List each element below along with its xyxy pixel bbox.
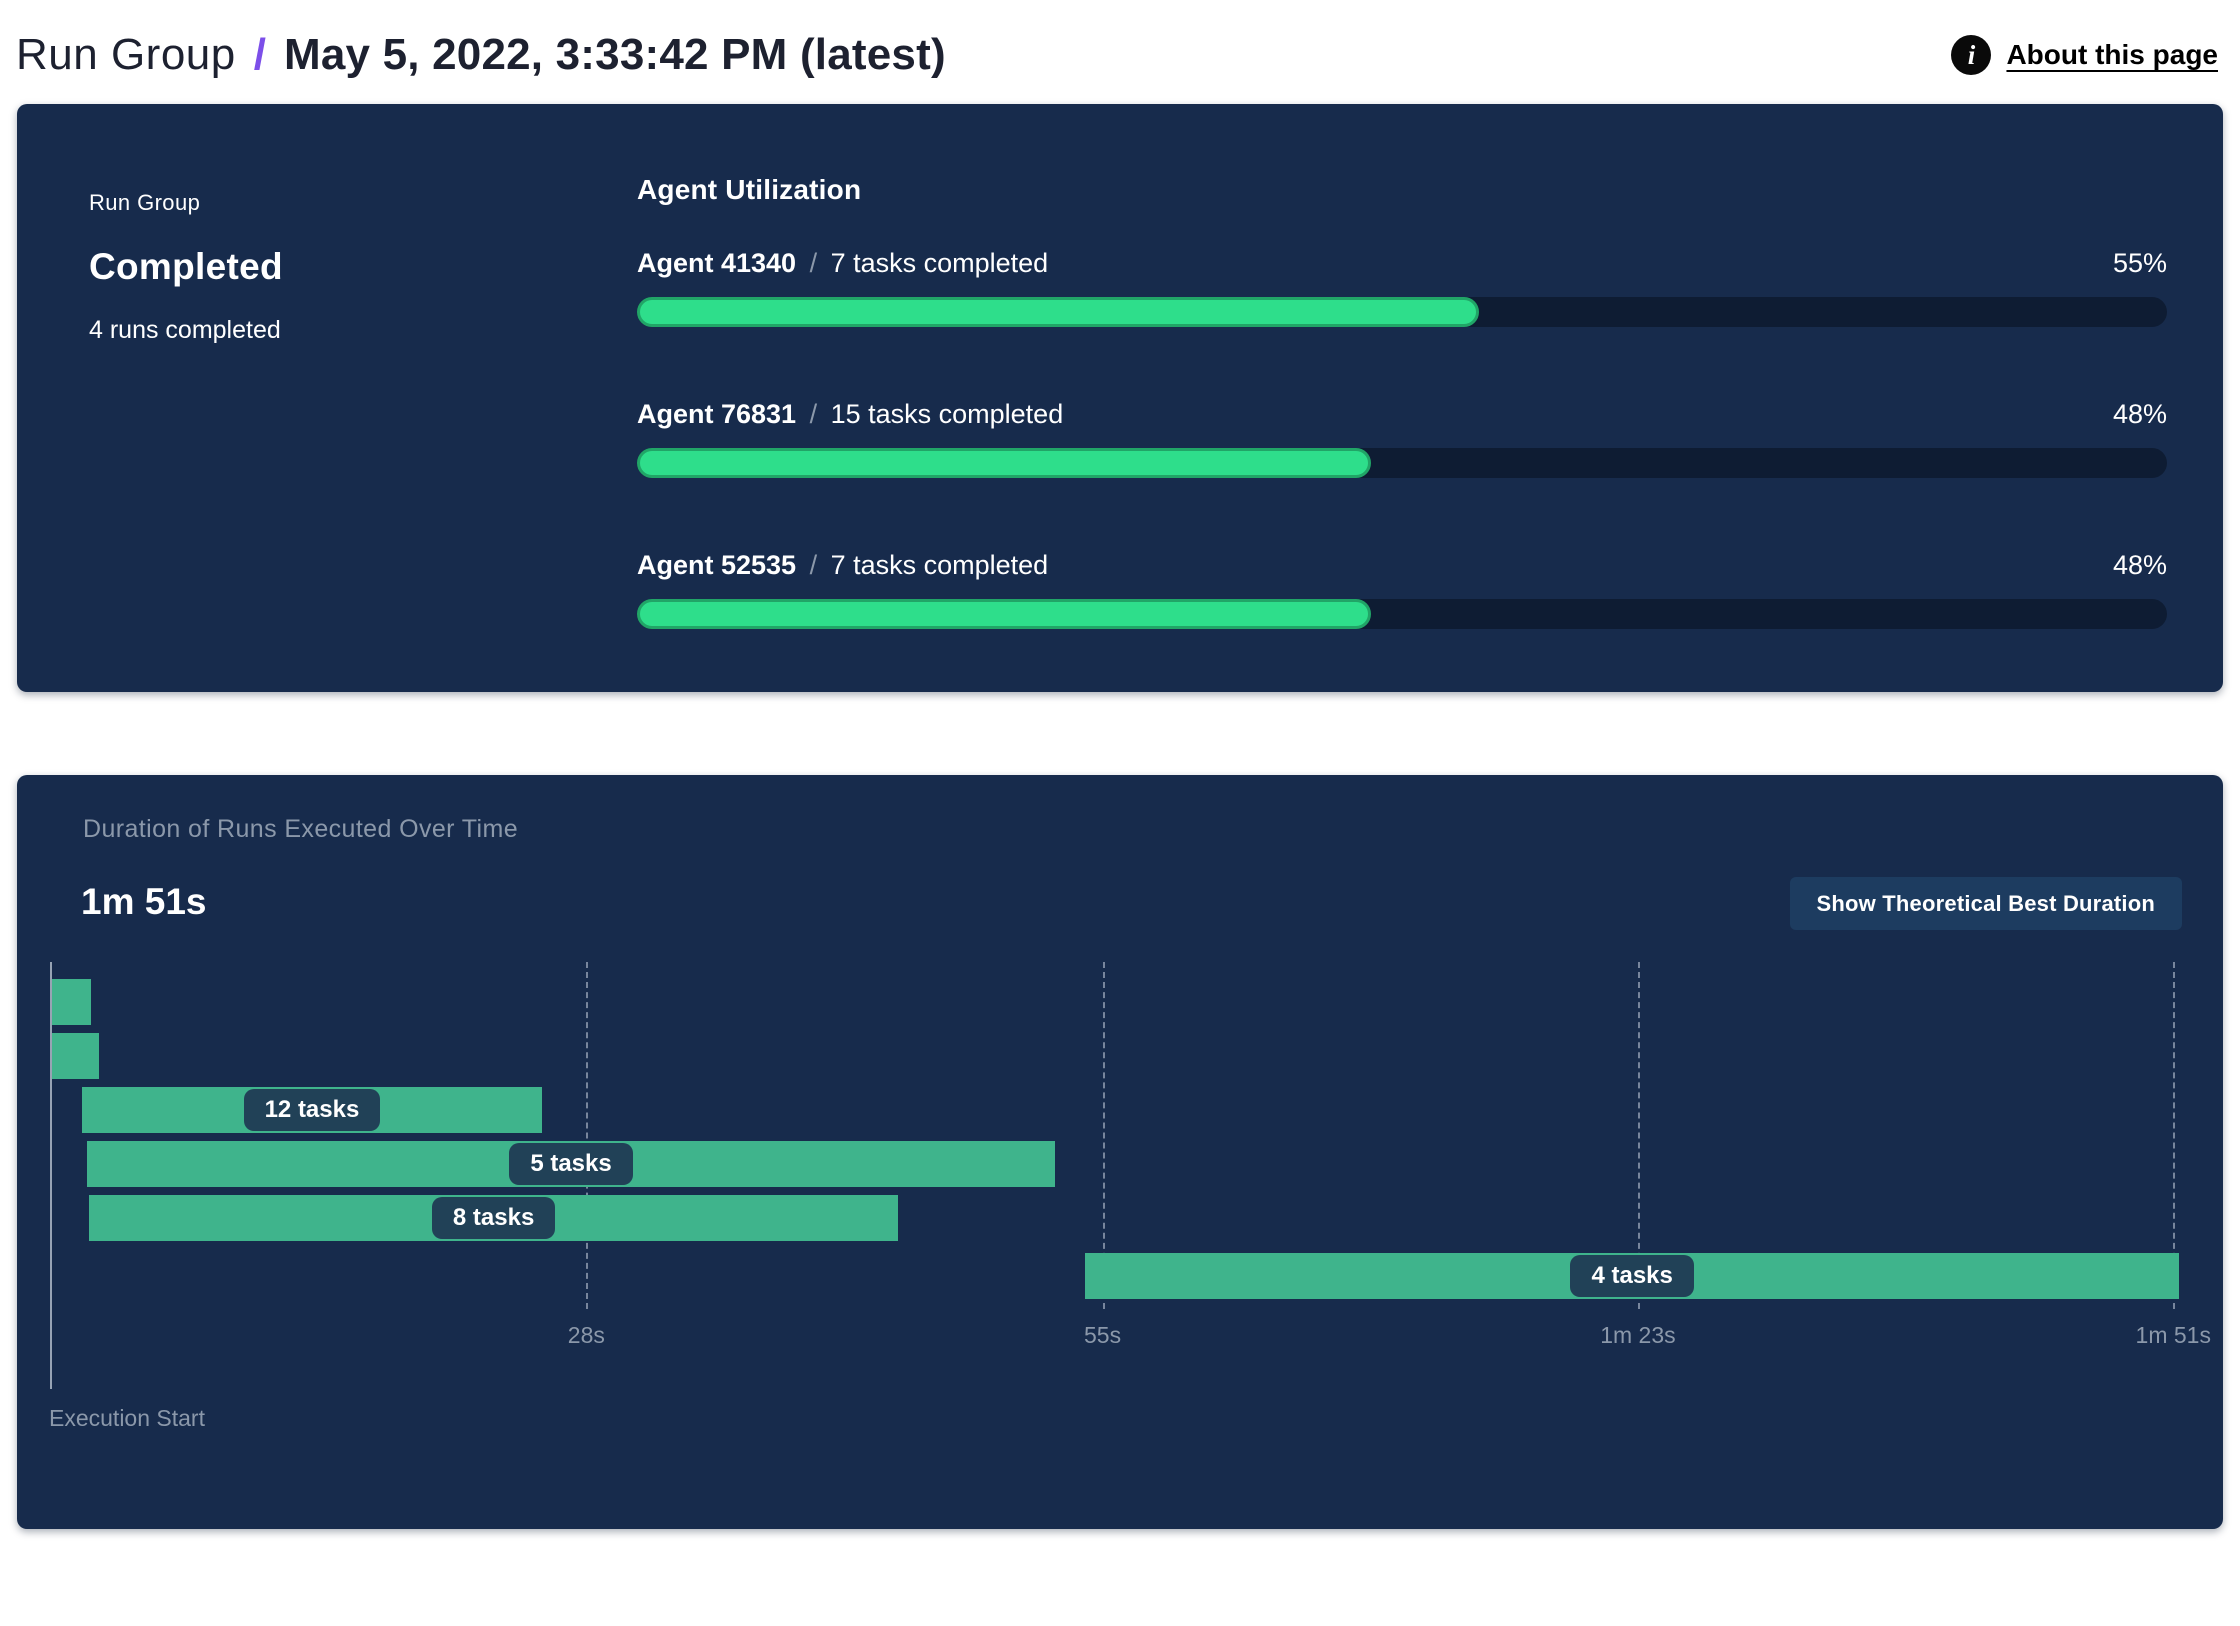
agent-utilization-title: Agent Utilization [637,174,862,205]
run-duration-bar-4-tasks[interactable]: 4 tasks [1085,1253,2179,1299]
duration-chart-title: Duration of Runs Executed Over Time [83,815,519,843]
agent-name: Agent 52535 [637,550,797,580]
run-duration-bar-12-tasks[interactable]: 12 tasks [81,1087,543,1133]
utilization-bar-track [637,448,2167,478]
agent-rows: Agent 41340 / 7 tasks completed 55% Agent … [637,248,2167,629]
utilization-bar-track [637,297,2167,327]
y-axis-line [50,962,52,1389]
about-this-page[interactable]: i About this page [1951,35,2218,75]
agent-label-separator: / [802,550,825,580]
task-count-pill: 5 tasks [509,1143,633,1185]
run-group-summary: Run Group Completed 4 runs completed [89,174,637,692]
gridline-1m-23s [1637,962,1640,1309]
about-link[interactable]: About this page [2006,39,2218,70]
task-count-pill: 8 tasks [431,1197,556,1239]
page-header: Run Group / May 5, 2022, 3:33:42 PM (lat… [0,0,2240,104]
gridline-1m-51s [2173,962,2176,1309]
utilization-bar-fill [637,599,1372,629]
utilization-bar-fill [637,448,1372,478]
tick-label: 1m 23s [1600,1322,1676,1348]
agent-row: Agent 76831 / 15 tasks completed 48% [637,399,2167,478]
execution-start-label: Execution Start [49,1405,205,1431]
tick-label: 1m 51s [2135,1322,2211,1348]
agent-label-line: Agent 52535 / 7 tasks completed 48% [637,550,2167,581]
breadcrumb-separator: / [253,30,266,79]
agent-label: Agent 41340 / 7 tasks completed [637,248,1048,279]
gridline-55s [1102,962,1105,1309]
run-duration-bar[interactable] [51,979,92,1025]
run-duration-bar-8-tasks[interactable]: 8 tasks [89,1195,898,1241]
tick-label: 55s [1084,1322,1122,1348]
agent-label: Agent 52535 / 7 tasks completed [637,550,1048,581]
agent-name: Agent 41340 [637,248,797,278]
task-count-pill: 12 tasks [243,1089,381,1131]
run-duration-bar[interactable] [51,1033,99,1079]
gantt-chart: 28s 55s 1m 23s 1m 51s 12 tasks 5 tasks 8 tasks… [51,962,2211,1348]
agent-tasks-completed: 7 tasks completed [830,248,1049,278]
agent-utilization-section: Agent Utilization Agent 41340 / 7 tasks … [637,174,2167,692]
total-duration-value: 1m 51s [81,881,207,922]
duration-panel: Duration of Runs Executed Over Time 1m 5… [17,775,2223,1529]
task-count-pill: 4 tasks [1570,1255,1694,1297]
breadcrumb: Run Group / May 5, 2022, 3:33:42 PM (lat… [16,30,946,80]
agent-label-separator: / [802,248,825,278]
agent-label-line: Agent 76831 / 15 tasks completed 48% [637,399,2167,430]
agent-tasks-completed: 7 tasks completed [830,550,1049,580]
utilization-bar-track [637,599,2167,629]
runs-completed-text: 4 runs completed [89,316,281,344]
agent-utilization-percent: 48% [2112,399,2167,429]
summary-label: Run Group [89,190,201,215]
agent-label-line: Agent 41340 / 7 tasks completed 55% [637,248,2167,279]
status-text: Completed [89,246,283,287]
utilization-bar-fill [637,297,1479,327]
run-duration-bar-5-tasks[interactable]: 5 tasks [87,1141,1055,1187]
info-icon: i [1951,35,1992,75]
breadcrumb-run-group: Run Group [16,30,236,79]
agent-row: Agent 41340 / 7 tasks completed 55% [637,248,2167,327]
show-theoretical-best-duration-button[interactable]: Show Theoretical Best Duration [1789,877,2182,930]
page-title: May 5, 2022, 3:33:42 PM (latest) [283,30,946,79]
agent-row: Agent 52535 / 7 tasks completed 48% [637,550,2167,629]
gridline-28s [586,962,589,1309]
tick-label: 28s [567,1322,605,1348]
agent-utilization-percent: 48% [2112,550,2167,580]
run-group-summary-panel: Run Group Completed 4 runs completed Age… [17,104,2223,692]
agent-label: Agent 76831 / 15 tasks completed [637,399,1063,430]
agent-utilization-percent: 55% [2112,248,2167,278]
agent-tasks-completed: 15 tasks completed [830,399,1064,429]
agent-label-separator: / [802,399,825,429]
agent-name: Agent 76831 [637,399,797,429]
